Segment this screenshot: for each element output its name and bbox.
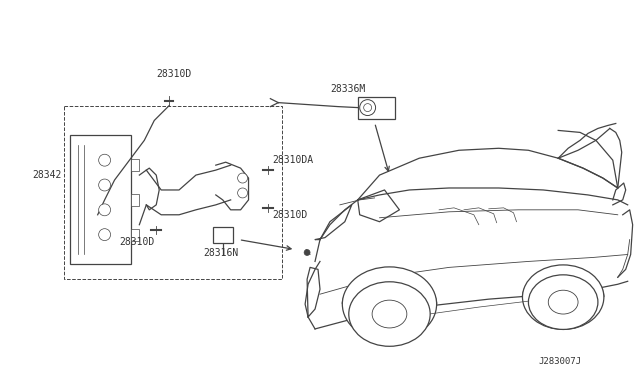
Bar — [213, 227, 233, 243]
Ellipse shape — [522, 265, 604, 330]
Bar — [70, 135, 131, 264]
Circle shape — [360, 100, 376, 116]
Ellipse shape — [548, 290, 578, 314]
Circle shape — [99, 179, 111, 191]
Ellipse shape — [342, 267, 436, 341]
Text: 28310D: 28310D — [156, 69, 191, 79]
Bar — [131, 194, 140, 206]
Text: 28310D: 28310D — [120, 237, 155, 247]
Text: 28342: 28342 — [32, 170, 61, 180]
Circle shape — [99, 229, 111, 241]
Text: J283007J: J283007J — [538, 357, 581, 366]
Text: 28336M: 28336M — [330, 84, 365, 94]
Bar — [358, 97, 396, 119]
Circle shape — [237, 188, 248, 198]
Circle shape — [304, 250, 310, 256]
Bar — [64, 106, 282, 279]
Text: 28316N: 28316N — [203, 247, 238, 257]
Ellipse shape — [372, 300, 407, 328]
Text: 28310DA: 28310DA — [273, 155, 314, 165]
Circle shape — [237, 173, 248, 183]
Circle shape — [99, 154, 111, 166]
Bar — [131, 159, 140, 171]
Text: 28310D: 28310D — [273, 210, 308, 220]
Ellipse shape — [349, 282, 430, 346]
Circle shape — [99, 204, 111, 216]
Ellipse shape — [529, 275, 598, 330]
Circle shape — [364, 104, 372, 112]
Bar — [131, 229, 140, 241]
